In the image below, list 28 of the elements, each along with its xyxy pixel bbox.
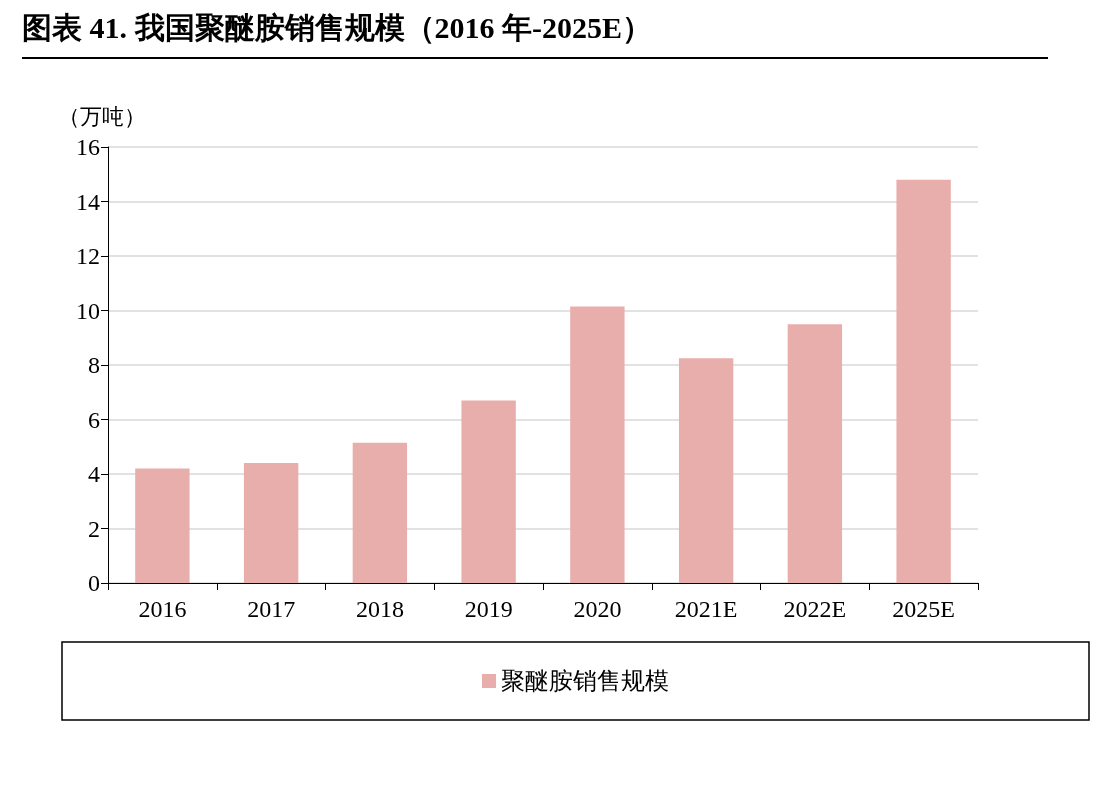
y-tick-label: 6 (88, 406, 100, 433)
chart-title: 图表 41. 我国聚醚胺销售规模（2016 年-2025E） (22, 8, 1048, 59)
y-tick-label: 8 (88, 352, 100, 378)
x-tick-label: 2017 (247, 596, 296, 622)
x-tick-label: 2025E (892, 596, 955, 622)
y-tick-label: 4 (88, 461, 100, 487)
bar (787, 324, 843, 583)
x-tick-label: 2019 (464, 596, 513, 622)
x-tick-label: 2018 (355, 596, 404, 622)
bar (352, 442, 408, 583)
x-tick-label: 2021E (674, 596, 738, 622)
bar (461, 400, 516, 583)
bar (135, 468, 190, 583)
y-tick-label: 2 (88, 515, 100, 542)
legend-label: 聚醚胺销售规模 (501, 668, 669, 694)
y-tick-label: 14 (76, 188, 100, 215)
bar (570, 306, 625, 583)
y-tick-label: 16 (76, 134, 100, 160)
bar (243, 463, 299, 583)
y-tick-label: 0 (88, 570, 100, 596)
y-tick-label: 10 (76, 297, 100, 324)
x-tick-label: 2016 (138, 596, 187, 622)
x-tick-label: 2020 (573, 596, 622, 622)
y-tick-label: 12 (76, 243, 100, 269)
y-axis-title: （万吨） (58, 103, 146, 129)
x-tick-label: 2022E (783, 596, 847, 622)
bar (678, 358, 734, 583)
bar (896, 179, 951, 583)
